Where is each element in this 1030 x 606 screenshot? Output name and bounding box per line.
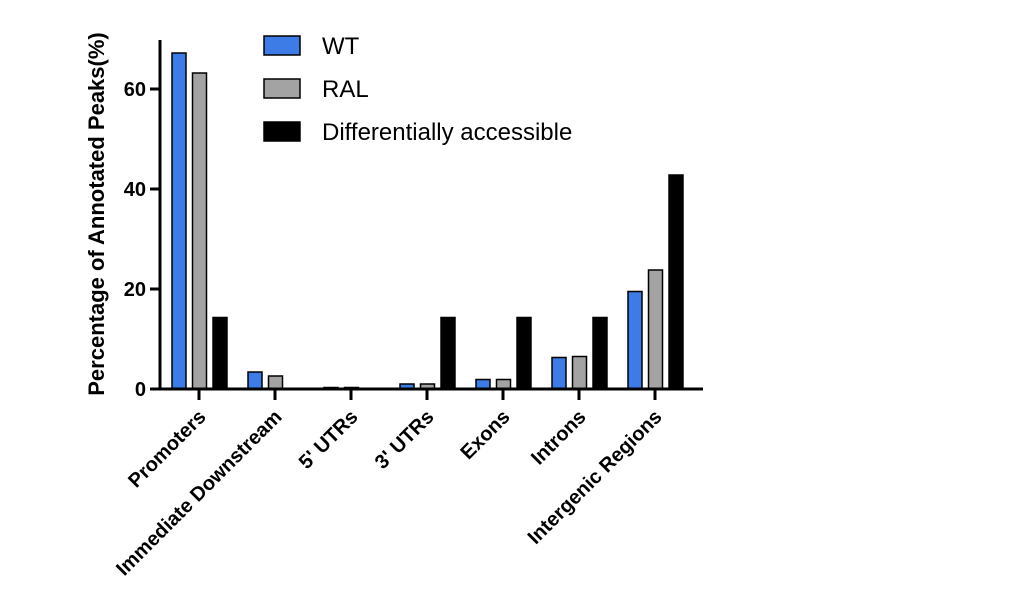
bar-differentially-accessible-0 [212, 316, 228, 390]
y-tick-label: 60 [124, 79, 146, 101]
bar-wt-1 [247, 371, 263, 390]
legend-label: WT [322, 33, 360, 60]
bar-wt-5 [551, 356, 567, 390]
y-tick-label: 20 [124, 279, 146, 301]
legend-label: Differentially accessible [322, 119, 572, 146]
bar-ral-5 [571, 355, 588, 390]
bar-ral-1 [267, 375, 284, 390]
y-axis-label: Percentage of Annotated Peaks(%) [84, 32, 109, 396]
x-tick-label: Intergenic Regions [524, 406, 667, 549]
x-tick-label: Exons [457, 406, 515, 464]
x-tick-label: 3' UTRs [371, 406, 439, 474]
x-tick-label: Introns [527, 406, 590, 469]
legend-swatch [263, 121, 301, 142]
y-tick-label: 0 [135, 379, 146, 401]
legend: WT RAL Differentially accessible [263, 33, 572, 146]
bar-differentially-accessible-6 [668, 174, 684, 390]
bar-differentially-accessible-4 [516, 316, 532, 390]
bar-differentially-accessible-3 [440, 316, 456, 390]
legend-swatch [263, 78, 301, 99]
bar-ral-6 [647, 269, 664, 390]
y-axis-ticks: 0 20 40 60 [124, 79, 160, 401]
x-tick-label: 5' UTRs [295, 406, 363, 474]
y-tick-label: 40 [124, 179, 146, 201]
bar-ral-0 [191, 72, 208, 390]
bar-wt-0 [171, 52, 187, 390]
legend-swatch [263, 35, 301, 56]
bar-differentially-accessible-5 [592, 316, 608, 390]
bars [171, 52, 684, 390]
legend-label: RAL [322, 76, 369, 103]
bar-wt-6 [627, 290, 643, 390]
